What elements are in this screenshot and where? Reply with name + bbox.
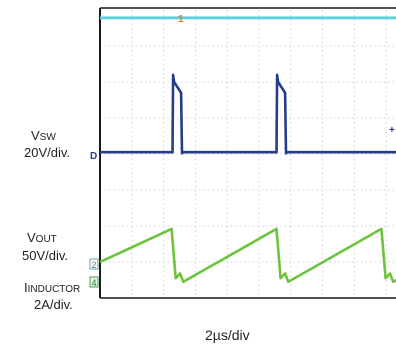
ch2-marker-box (89, 258, 99, 270)
inductor-label-sub: INDUCTOR (27, 284, 81, 295)
inductor-scale: 2A/div. (34, 297, 73, 312)
vsw-label: VSW (31, 128, 56, 145)
grid (100, 10, 396, 298)
vout-label: VOUT (27, 230, 57, 247)
vout-label-prefix: V (27, 230, 36, 245)
vout-label-sub: OUT (35, 234, 57, 245)
ch1-marker: 1 (178, 14, 184, 25)
ch3-marker-box (89, 276, 99, 288)
vsw-trace (100, 73, 396, 155)
vsw-scale: 20V/div. (24, 145, 71, 160)
trigger-marker: D (90, 151, 97, 162)
traces (99, 16, 396, 284)
ch2-marker: 2 (92, 260, 97, 270)
ch3-marker: 4 (92, 278, 97, 288)
inductor-current-trace (99, 227, 396, 284)
time-scale-label: 2µs/div (205, 327, 250, 343)
offscreen-cursor-marker: + (389, 125, 395, 136)
inductor-label-prefix: I (24, 280, 28, 295)
vsw-label-sub: SW (39, 132, 56, 143)
inductor-label: IINDUCTOR (24, 280, 80, 297)
vsw-label-prefix: V (31, 128, 40, 143)
vout-scale: 50V/div. (22, 248, 69, 263)
